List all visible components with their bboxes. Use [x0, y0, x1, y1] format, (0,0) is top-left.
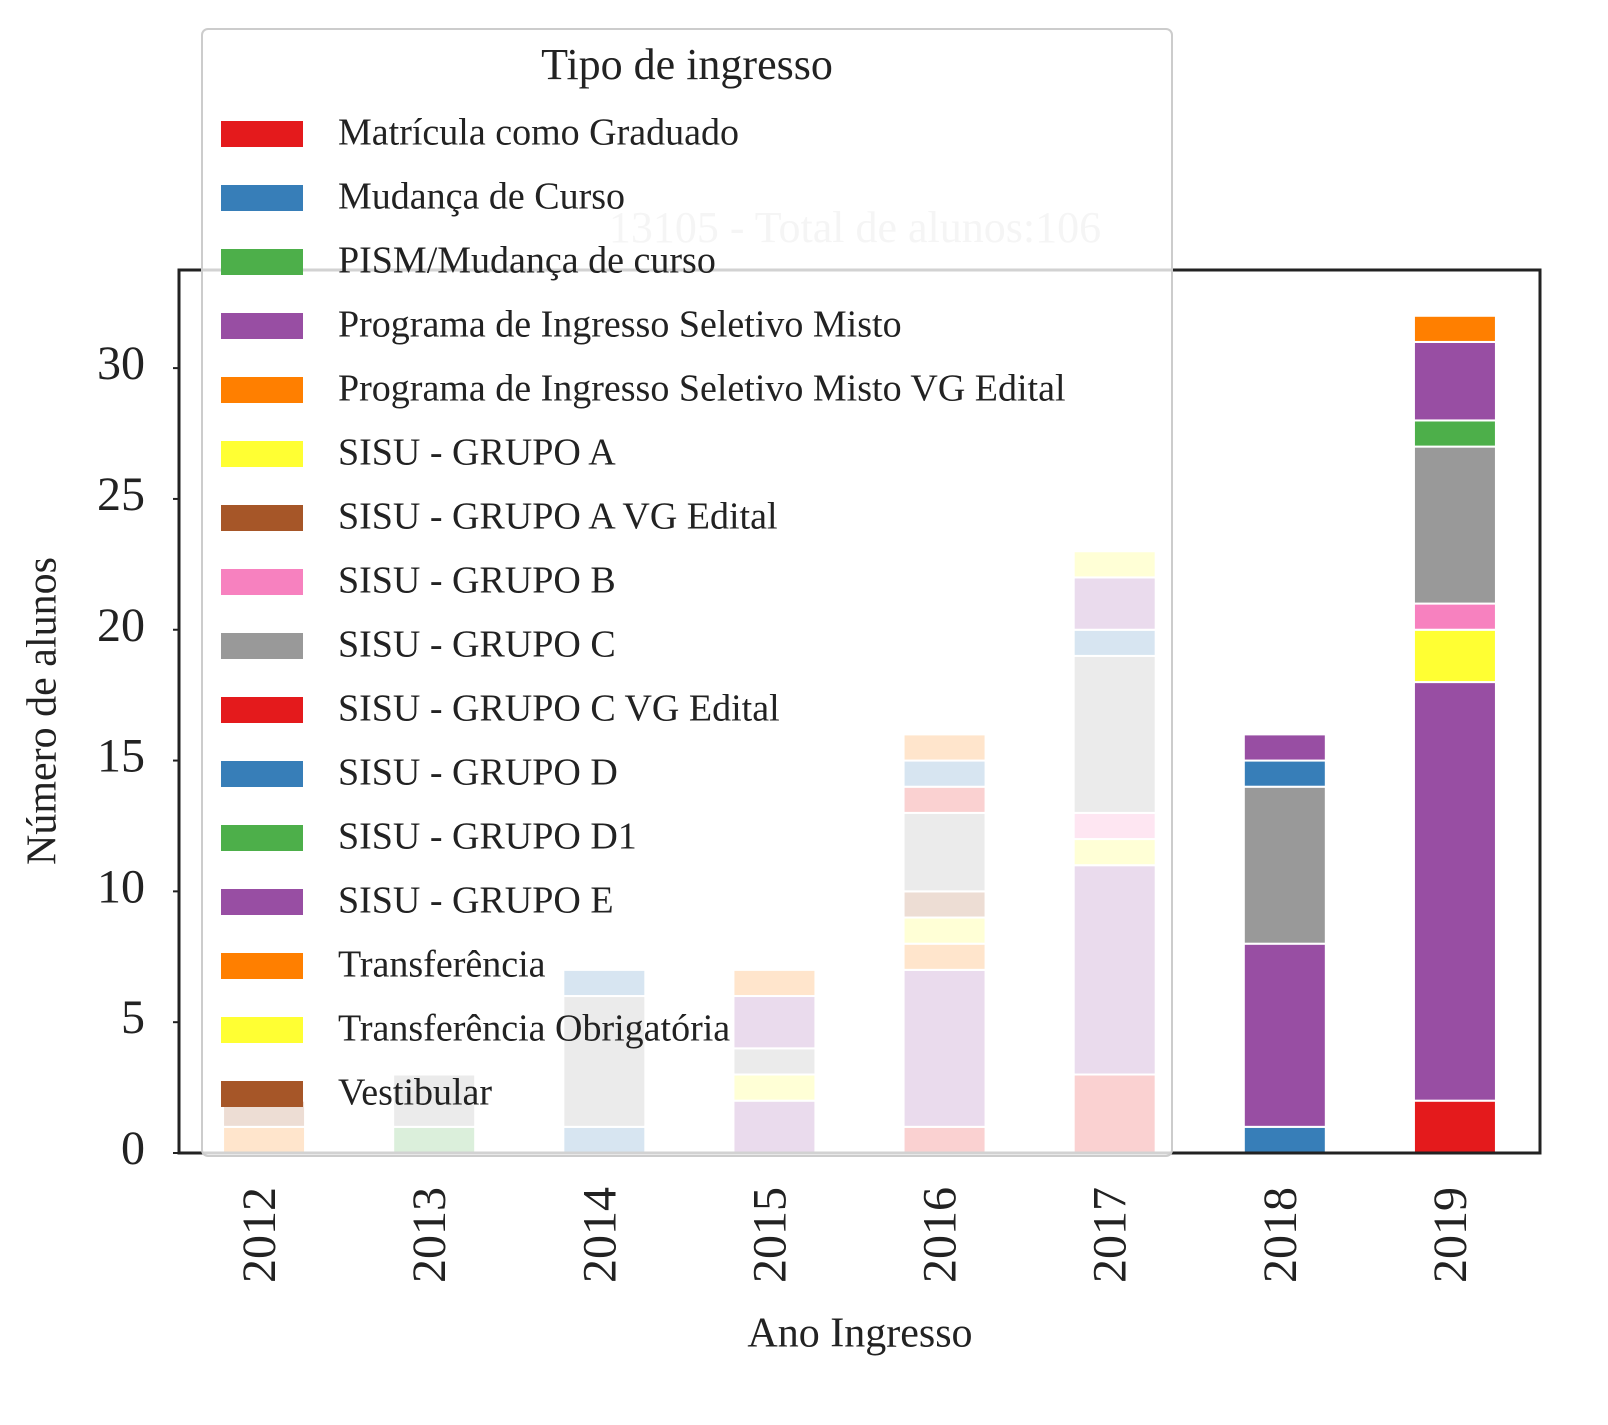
legend-swatch: [221, 249, 303, 275]
x-tick-label: 2018: [1254, 1187, 1307, 1283]
y-tick-label: 5: [121, 991, 145, 1044]
bar-segment: [1412, 340, 1497, 422]
legend-title: Tipo de ingresso: [541, 40, 833, 89]
bar-segment: [1412, 602, 1497, 631]
legend-label: Programa de Ingresso Seletivo Misto VG E…: [338, 368, 1066, 410]
legend-label: Programa de Ingresso Seletivo Misto: [338, 304, 902, 346]
x-tick-label: 2019: [1424, 1187, 1477, 1283]
legend-swatch: [221, 889, 303, 915]
legend-label: SISU - GRUPO A: [338, 432, 616, 474]
y-axis-label: Número de alunos: [20, 557, 66, 865]
legend-swatch: [221, 377, 303, 403]
legend-label: Transferência Obrigatória: [338, 1008, 730, 1050]
legend-label: Matrícula como Graduado: [338, 112, 739, 154]
bar-segment: [1412, 1099, 1497, 1154]
legend-label: SISU - GRUPO D1: [338, 816, 637, 858]
legend-swatch: [221, 825, 303, 851]
legend-label: Mudança de Curso: [338, 176, 625, 218]
legend-swatch: [221, 761, 303, 787]
y-tick-label: 10: [97, 860, 145, 913]
x-axis-label: Ano Ingresso: [747, 1311, 972, 1357]
y-tick-label: 30: [97, 337, 145, 390]
legend-swatch: [221, 953, 303, 979]
y-tick-label: 15: [97, 730, 145, 783]
bar-segment: [1412, 628, 1497, 684]
legend-box: [201, 28, 1173, 1157]
x-tick-label: 2015: [743, 1187, 796, 1283]
legend-swatch: [221, 185, 303, 211]
bar-segment: [1412, 681, 1497, 1102]
y-tick-label: 20: [97, 599, 145, 652]
legend-label: SISU - GRUPO C VG Edital: [338, 688, 780, 730]
legend-swatch: [221, 313, 303, 339]
x-tick-label: 2016: [914, 1187, 967, 1283]
legend-label: PISM/Mudança de curso: [338, 240, 716, 282]
legend-swatch: [221, 1081, 303, 1107]
bar-segment: [1242, 733, 1327, 762]
legend-label: SISU - GRUPO E: [338, 880, 614, 922]
legend-label: Vestibular: [338, 1072, 492, 1114]
legend-label: Transferência: [338, 944, 546, 986]
bar-segment: [1412, 445, 1497, 605]
legend-swatch: [221, 697, 303, 723]
legend-swatch: [221, 441, 303, 467]
bar-segment: [1412, 419, 1497, 448]
y-tick-label: 0: [121, 1122, 145, 1175]
legend-swatch: [221, 1017, 303, 1043]
bar-segment: [1242, 1125, 1327, 1154]
legend-label: SISU - GRUPO D: [338, 752, 618, 794]
legend-label: SISU - GRUPO B: [338, 560, 616, 602]
x-tick-label: 2013: [403, 1187, 456, 1283]
y-tick-label: 25: [97, 468, 145, 521]
legend: Tipo de ingresso Matrícula como Graduado M…: [201, 28, 1173, 1157]
legend-swatch: [221, 121, 303, 147]
legend-label: SISU - GRUPO A VG Edital: [338, 496, 778, 538]
bar-segment: [1242, 759, 1327, 788]
x-tick-label: 2014: [573, 1187, 626, 1283]
legend-swatch: [221, 569, 303, 595]
legend-swatch: [221, 633, 303, 659]
legend-label: SISU - GRUPO C: [338, 624, 616, 666]
bar-segment: [1242, 942, 1327, 1128]
bar-segment: [1242, 785, 1327, 945]
legend-swatch: [221, 505, 303, 531]
bar-segment: [1412, 314, 1497, 343]
x-tick-label: 2012: [233, 1187, 286, 1283]
x-tick-label: 2017: [1084, 1187, 1137, 1283]
